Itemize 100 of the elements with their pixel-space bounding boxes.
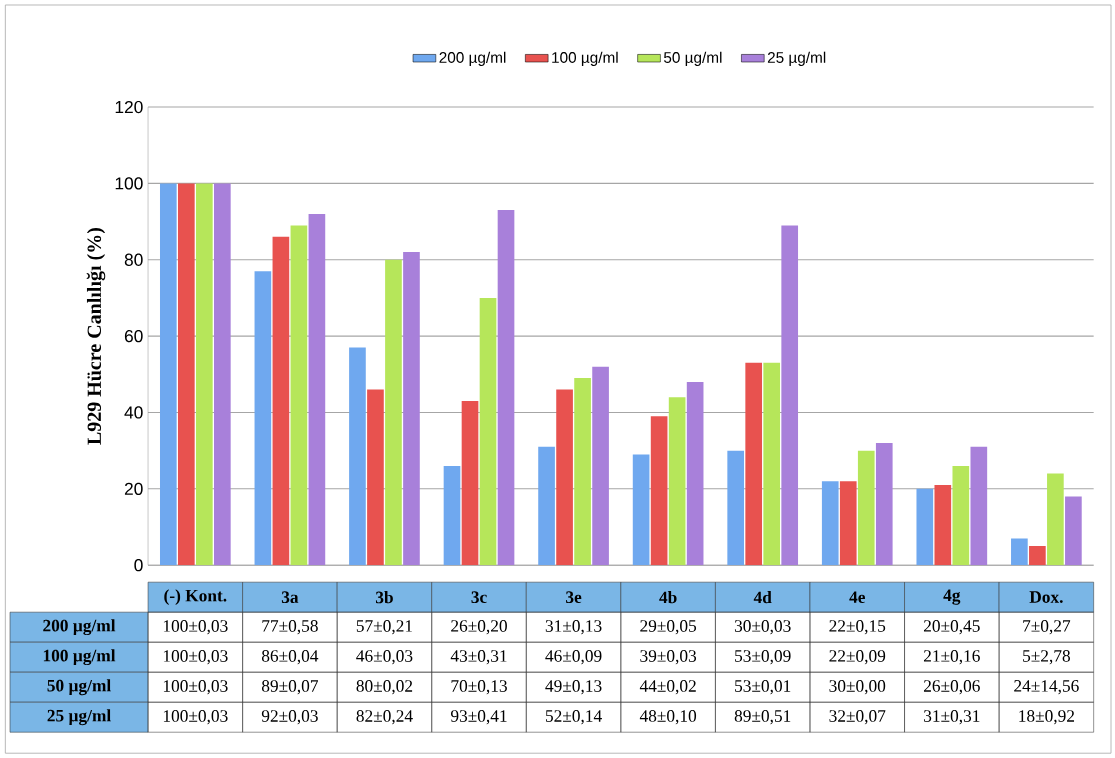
x-tick-label: 4d xyxy=(753,590,772,604)
text: 100 µg/ml xyxy=(43,649,116,666)
bar xyxy=(763,362,781,566)
data-label: 44±0,02 xyxy=(639,680,696,695)
bar xyxy=(479,297,497,566)
y-tick-label: 60 xyxy=(124,329,143,343)
data-label: 77±0,58 xyxy=(262,619,318,635)
data-label: 89±0,07 xyxy=(261,680,318,695)
bar xyxy=(952,465,970,566)
data-label: 46±0,03 xyxy=(356,649,413,665)
text: 200 µg/ml xyxy=(43,619,116,635)
data-label: 100±0,03 xyxy=(163,619,228,635)
text: 25 µg/ml xyxy=(47,709,111,726)
x-tick-label: 3e xyxy=(566,591,582,603)
bar xyxy=(461,400,479,566)
x-tick-label: 4b xyxy=(659,590,677,604)
y-tick-label: 80 xyxy=(124,253,143,266)
legend-label: 100 µg/ml xyxy=(552,51,618,66)
data-label: 7±0,27 xyxy=(1023,619,1071,635)
bar xyxy=(592,366,609,566)
bar xyxy=(1011,538,1028,566)
data-label: 31±0,31 xyxy=(924,710,980,725)
bar xyxy=(916,488,934,566)
bar xyxy=(650,416,668,566)
data-label: 30±0,03 xyxy=(734,619,791,635)
data-label: 29±0,05 xyxy=(640,619,697,635)
data-label: 30±0,00 xyxy=(829,680,886,695)
bar xyxy=(1047,473,1064,566)
bar xyxy=(934,484,952,566)
bar xyxy=(349,347,366,566)
data-label: 46±0,09 xyxy=(545,649,602,665)
data-label: 5±2,78 xyxy=(1023,649,1070,665)
data-label: 18±0,92 xyxy=(1019,710,1075,725)
bar xyxy=(367,389,384,566)
bar xyxy=(177,183,195,566)
data-label: 22±0,09 xyxy=(829,649,886,665)
bar xyxy=(1065,496,1082,566)
bar xyxy=(839,481,857,566)
x-tick-label: 4g xyxy=(943,589,961,605)
x-tick-label: 3a xyxy=(281,591,299,603)
x-tick-label: Dox. xyxy=(1029,591,1063,603)
legend-label: 25 µg/ml xyxy=(767,51,826,66)
bar xyxy=(821,481,839,566)
bar xyxy=(745,362,763,566)
data-label: 100±0,03 xyxy=(163,680,228,695)
y-tick-label: 120 xyxy=(115,100,143,114)
bar xyxy=(254,271,272,566)
data-label: 21±0,16 xyxy=(923,649,980,665)
bar xyxy=(686,381,704,566)
bar xyxy=(538,446,555,566)
bar xyxy=(385,259,402,566)
bar xyxy=(574,377,591,566)
bar xyxy=(556,389,573,566)
data-label: 39±0,03 xyxy=(640,649,697,665)
data-label: 52±0,14 xyxy=(545,710,602,725)
bar xyxy=(875,442,893,566)
bar xyxy=(727,450,745,566)
data-label: 70±0,13 xyxy=(451,680,507,695)
data-label: 93±0,41 xyxy=(450,710,507,725)
y-tick-label: 100 xyxy=(115,177,143,190)
data-label: 26±0,20 xyxy=(451,619,507,635)
data-label: 31±0,13 xyxy=(545,619,602,635)
data-label: 49±0,13 xyxy=(545,680,602,695)
data-label: 48±0,10 xyxy=(639,710,697,725)
data-label: 100±0,03 xyxy=(163,710,228,725)
data-label: 89±0,51 xyxy=(734,710,791,725)
bar xyxy=(195,183,213,566)
bar xyxy=(668,397,686,566)
bar xyxy=(272,236,290,566)
y-axis-title: L929 Hücre Canlılığı (%) xyxy=(86,227,106,445)
data-label: 86±0,04 xyxy=(261,649,319,665)
data-label: 22±0,15 xyxy=(829,619,886,635)
data-label: 20±0,45 xyxy=(923,619,980,635)
y-tick-label: 20 xyxy=(124,482,143,495)
x-tick-label: (-) Kont. xyxy=(164,589,227,605)
bar xyxy=(1029,545,1046,566)
bar xyxy=(159,183,177,566)
x-tick-label: 3b xyxy=(375,590,393,604)
data-label: 32±0,07 xyxy=(829,710,886,725)
y-tick-label: 40 xyxy=(124,406,143,419)
data-label: 92±0,03 xyxy=(261,710,318,725)
data-label: 53±0,01 xyxy=(735,680,791,695)
bar xyxy=(308,213,326,566)
bar xyxy=(443,465,461,566)
bar xyxy=(214,183,231,566)
data-label: 100±0,03 xyxy=(163,649,228,665)
bar xyxy=(632,454,650,566)
bar xyxy=(403,252,420,566)
data-label: 43±0,31 xyxy=(450,649,507,665)
data-label: 24±14,56 xyxy=(1014,680,1079,695)
legend-label: 50 µg/ml xyxy=(663,51,722,66)
x-tick-label: 3c xyxy=(471,591,487,603)
bar xyxy=(781,225,799,566)
legend-label: 200 µg/ml xyxy=(439,51,506,66)
data-label: 26±0,06 xyxy=(923,680,980,695)
bar xyxy=(857,450,875,566)
data-label: 57±0,21 xyxy=(356,619,413,635)
data-label: 82±0,24 xyxy=(356,710,413,725)
data-label: 80±0,02 xyxy=(356,680,413,695)
x-tick-label: 4e xyxy=(849,591,865,603)
